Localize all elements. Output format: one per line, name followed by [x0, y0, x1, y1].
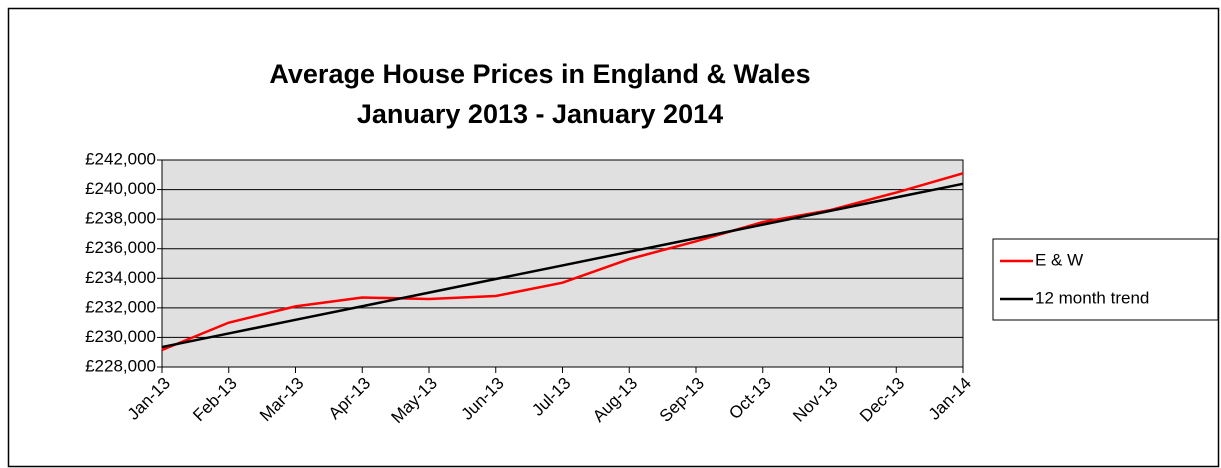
legend-label: 12 month trend — [1035, 288, 1149, 307]
legend-box — [992, 238, 1219, 321]
chart-title: Average House Prices in England & Wales — [269, 59, 810, 89]
chart-subtitle: January 2013 - January 2014 — [357, 99, 723, 129]
y-tick-label: £232,000 — [85, 297, 156, 316]
y-tick-label: £230,000 — [85, 327, 156, 346]
y-tick-label: £242,000 — [85, 149, 156, 168]
legend-label: E & W — [1035, 250, 1083, 269]
y-tick-label: £240,000 — [85, 179, 156, 198]
y-tick-label: £238,000 — [85, 209, 156, 228]
y-tick-label: £236,000 — [85, 238, 156, 257]
y-tick-label: £234,000 — [85, 268, 156, 287]
y-tick-label: £228,000 — [85, 356, 156, 375]
plot-area — [161, 159, 964, 368]
series-line — [161, 182, 964, 349]
